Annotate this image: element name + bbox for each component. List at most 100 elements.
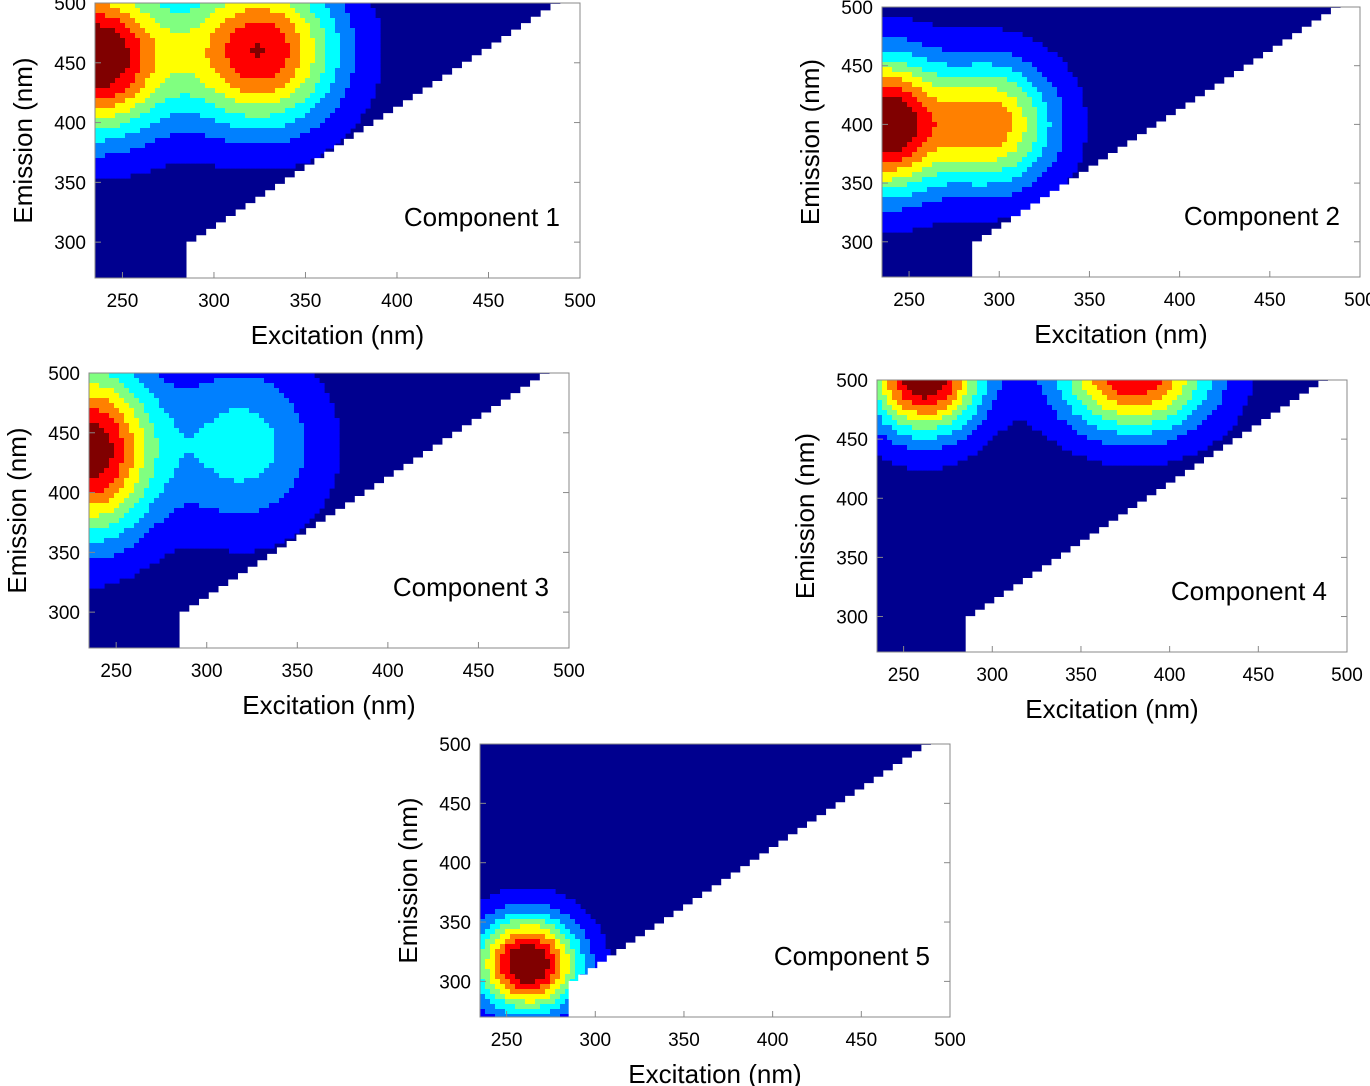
heat-cell (284, 483, 290, 489)
heat-cell (94, 478, 100, 484)
heat-cell (1042, 172, 1048, 178)
heat-cell (309, 448, 315, 454)
heat-cell (130, 13, 136, 19)
heat-cell (1027, 182, 1033, 188)
heat-cell (972, 117, 978, 123)
heat-cell (94, 373, 100, 379)
heat-cell (1057, 97, 1063, 103)
heat-cell (320, 78, 326, 84)
heat-cell (902, 92, 908, 98)
heat-cell (365, 38, 371, 44)
heat-cell (219, 493, 225, 499)
heat-cell (244, 528, 250, 534)
heat-cell (947, 167, 953, 173)
heat-cell (335, 63, 341, 69)
heat-cell (280, 103, 286, 109)
heat-cell (992, 152, 998, 158)
heat-cell (195, 93, 201, 99)
heat-cell (160, 63, 166, 69)
heat-cell (155, 123, 161, 129)
heat-cell (249, 498, 255, 504)
heat-cell (274, 403, 280, 409)
heat-cell (320, 133, 326, 139)
heat-cell (204, 378, 210, 384)
heat-cell (224, 433, 230, 439)
heat-cell (892, 107, 898, 113)
heat-cell (882, 42, 888, 48)
heat-cell (119, 538, 125, 544)
heat-cell (365, 3, 371, 9)
heat-cell (285, 63, 291, 69)
heat-cell (952, 92, 958, 98)
heat-cell (130, 63, 136, 69)
heat-cell (997, 172, 1003, 178)
heat-cell (190, 18, 196, 24)
heat-cell (897, 97, 903, 103)
heat-cell (987, 212, 993, 218)
heat-cell (280, 153, 286, 159)
heat-cell (922, 47, 928, 53)
heat-cell (330, 78, 336, 84)
heat-cell (319, 403, 325, 409)
heat-cell (229, 378, 235, 384)
heat-cell (149, 453, 155, 459)
heat-cell (270, 33, 276, 39)
heat-cell (957, 147, 963, 153)
heat-cell (250, 63, 256, 69)
heat-cell (294, 448, 300, 454)
heat-cell (180, 108, 186, 114)
heat-cell (962, 127, 968, 133)
heat-cell (249, 508, 255, 514)
heat-cell (279, 503, 285, 509)
heat-cell (119, 443, 125, 449)
heat-cell (260, 103, 266, 109)
heat-cell (962, 147, 968, 153)
heat-cell (355, 48, 361, 54)
heat-cell (255, 133, 261, 139)
heat-cell (89, 383, 95, 389)
heat-cell (220, 158, 226, 164)
heat-cell (932, 92, 938, 98)
heat-cell (917, 27, 923, 33)
heat-cell (224, 543, 230, 549)
heat-cell (310, 93, 316, 99)
heat-cell (245, 148, 251, 154)
heat-cell (360, 43, 366, 49)
heat-cell (129, 528, 135, 534)
heat-cell (310, 113, 316, 119)
heat-cell (1067, 82, 1073, 88)
heat-cell (239, 543, 245, 549)
heat-cell (205, 113, 211, 119)
heat-cell (992, 142, 998, 148)
heat-cell (185, 8, 191, 14)
heat-cell (140, 8, 146, 14)
heat-cell (350, 93, 356, 99)
heat-cell (225, 88, 231, 94)
heat-cell (129, 433, 135, 439)
heat-cell (1037, 132, 1043, 138)
heat-cell (159, 383, 165, 389)
heat-cell (245, 48, 251, 54)
heat-cell (204, 523, 210, 529)
heat-cell (140, 128, 146, 134)
heat-cell (149, 558, 155, 564)
heat-cell (250, 123, 256, 129)
heat-cell (234, 513, 240, 519)
heat-cell (270, 18, 276, 24)
heat-cell (204, 528, 210, 534)
heat-cell (992, 172, 998, 178)
heat-cell (220, 8, 226, 14)
heat-cell (962, 177, 968, 183)
heat-cell (255, 23, 261, 29)
heat-cell (922, 97, 928, 103)
heat-cell (952, 212, 958, 218)
heat-cell (360, 13, 366, 19)
heat-cell (219, 533, 225, 539)
heat-cell (952, 62, 958, 68)
heat-cell (917, 182, 923, 188)
heat-cell (912, 97, 918, 103)
heat-cell (204, 448, 210, 454)
heat-cell (320, 43, 326, 49)
heat-cell (972, 107, 978, 113)
heat-cell (234, 428, 240, 434)
